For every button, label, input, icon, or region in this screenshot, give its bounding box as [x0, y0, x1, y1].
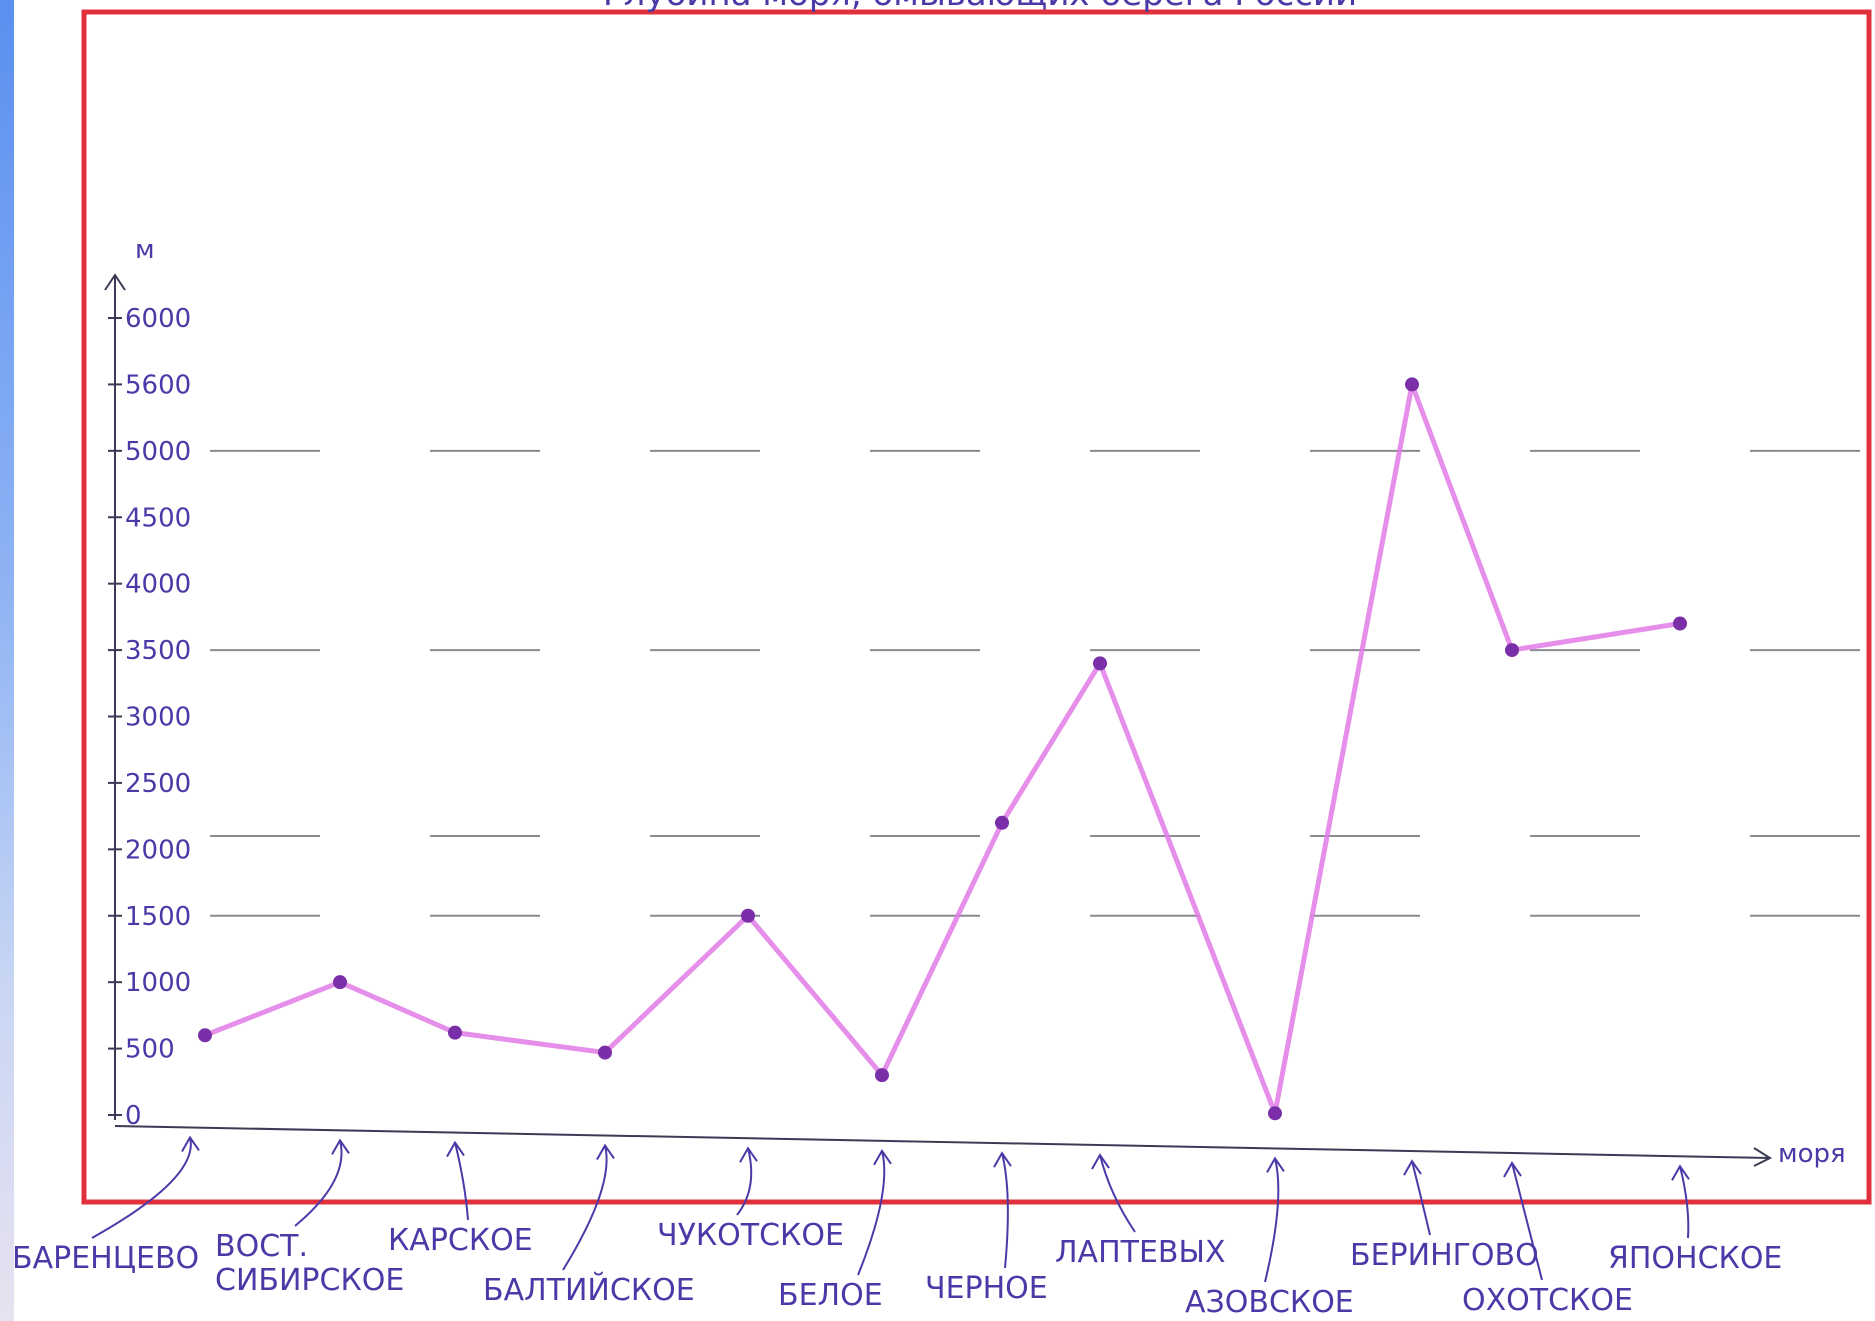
- data-point: [741, 908, 755, 923]
- data-point: [1505, 643, 1519, 658]
- category-labels: БАРЕНЦЕВО ВОСТ.СИБИРСКОЕ КАРСКОЕ БАЛТИЙСКОЕ…: [12, 1135, 1782, 1320]
- category-label: ЧЕРНОЕ: [925, 1271, 1048, 1306]
- x-axis-label: моря: [1778, 1139, 1846, 1169]
- category-arrow-head: [1503, 1161, 1522, 1178]
- category-arrow-head: [596, 1143, 615, 1160]
- y-tick-label: 2000: [125, 835, 191, 865]
- y-tick-label: 2500: [125, 769, 191, 799]
- category-arrow-head: [873, 1148, 892, 1166]
- y-axis-arrow: [104, 273, 126, 291]
- category-label: ЧУКОТСКОЕ: [657, 1218, 844, 1253]
- category-arrow: [857, 1150, 886, 1276]
- y-tick-label: 3000: [125, 703, 191, 733]
- category-arrow-head: [739, 1146, 758, 1163]
- y-tick-label: 1500: [125, 902, 191, 932]
- data-point: [1405, 377, 1419, 392]
- category-label: КАРСКОЕ: [388, 1223, 533, 1258]
- category-arrow-head: [446, 1140, 465, 1158]
- x-axis: [114, 1125, 1771, 1159]
- category-label: ВОСТ.: [215, 1229, 308, 1264]
- data-point: [333, 975, 347, 990]
- left-edge-strip: [0, 0, 14, 1321]
- data-point: [1268, 1106, 1282, 1121]
- grid-layer: [210, 449, 1860, 917]
- category-label: ОХОТСКОЕ: [1462, 1283, 1633, 1318]
- category-arrow-head: [1091, 1153, 1110, 1170]
- chart-frame: [81, 9, 1872, 1205]
- category-label: БЕЛОЕ: [778, 1278, 883, 1313]
- chart-title: Глубина моря, омывающих берега России: [603, 0, 1357, 14]
- category-arrow-head: [1403, 1159, 1422, 1176]
- category-arrow: [1411, 1160, 1431, 1236]
- y-tick-label: 5600: [125, 370, 191, 400]
- category-label: ЛАПТЕВЫХ: [1055, 1235, 1226, 1270]
- category-label: БАРЕНЦЕВО: [12, 1241, 199, 1276]
- category-label: БАЛТИЙСКОЕ: [483, 1272, 695, 1308]
- category-label: ЯПОНСКОЕ: [1608, 1241, 1782, 1276]
- series-line: [204, 381, 1681, 1116]
- category-arrow: [1099, 1154, 1136, 1233]
- category-arrow-head: [331, 1138, 350, 1155]
- data-point: [1093, 656, 1107, 671]
- category-label: БЕРИНГОВО: [1350, 1238, 1539, 1273]
- category-arrow: [1001, 1152, 1009, 1269]
- category-label-line2: СИБИРСКОЕ: [215, 1263, 404, 1298]
- y-tick-label: 6000: [125, 304, 191, 334]
- data-point: [598, 1045, 612, 1060]
- data-point: [875, 1068, 889, 1083]
- category-arrow: [736, 1147, 753, 1216]
- depth-series: [198, 377, 1687, 1121]
- data-point: [1673, 616, 1687, 631]
- category-arrow: [1511, 1162, 1543, 1281]
- y-tick-label: 0: [125, 1101, 142, 1131]
- category-arrow: [91, 1137, 192, 1239]
- y-ticks: 0 500 1000 1500 2000 2500 3000 3500 4000 4500 5000…: [108, 304, 191, 1131]
- category-label: АЗОВСКОЕ: [1185, 1285, 1354, 1320]
- category-arrow: [562, 1145, 608, 1271]
- category-arrow: [1679, 1166, 1690, 1239]
- category-arrow-head: [1266, 1156, 1285, 1173]
- data-point: [448, 1025, 462, 1040]
- y-tick-label: 4000: [125, 570, 191, 600]
- y-tick-label: 1000: [125, 968, 191, 998]
- category-arrow: [1264, 1158, 1280, 1283]
- category-arrow-head: [181, 1135, 200, 1152]
- y-tick-label: 500: [125, 1035, 175, 1065]
- data-point: [198, 1028, 212, 1043]
- data-point: [995, 815, 1009, 830]
- category-arrow-head: [1671, 1164, 1690, 1181]
- y-tick-label: 3500: [125, 636, 191, 666]
- x-axis-arrow: [1753, 1147, 1773, 1167]
- category-arrow: [454, 1142, 469, 1221]
- category-arrow: [294, 1140, 343, 1227]
- y-tick-label: 4500: [125, 503, 191, 533]
- y-axis-label: м: [135, 235, 155, 265]
- y-tick-label: 5000: [125, 437, 191, 467]
- category-arrow-head: [993, 1151, 1012, 1168]
